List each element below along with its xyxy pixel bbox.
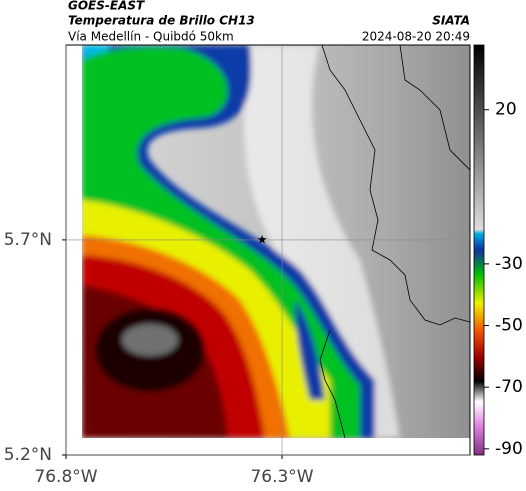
border	[399, 45, 470, 171]
colorbar-tick-label: -90	[495, 439, 523, 459]
product: Temperatura de Brillo CH13	[68, 14, 255, 28]
x-tick-label: 76.8°W	[34, 467, 97, 487]
location-marker: ★	[257, 232, 268, 246]
cloud-core	[122, 324, 178, 356]
source: SIATA	[432, 14, 470, 28]
timestamp: 2024-08-20 20:49	[362, 30, 470, 44]
bright-cloud	[244, 45, 400, 438]
border	[319, 329, 346, 438]
cloud-band	[295, 300, 325, 400]
y-tick-label: 5.2°N	[4, 445, 52, 465]
satellite: GOES-EAST	[68, 0, 145, 13]
colorbar	[473, 44, 485, 456]
colorbar-tick-label: -30	[495, 254, 523, 274]
satellite-image	[82, 45, 470, 438]
x-tick-label: 76.3°W	[250, 467, 313, 487]
y-tick-label: 5.7°N	[4, 230, 52, 250]
colorbar-tick-label: -70	[495, 377, 523, 397]
border	[321, 45, 470, 326]
colorbar-tick-label: 20	[495, 100, 517, 120]
route: Vía Medellín - Quibdó 50km	[68, 30, 234, 44]
colorbar-tick-label: -50	[495, 316, 523, 336]
